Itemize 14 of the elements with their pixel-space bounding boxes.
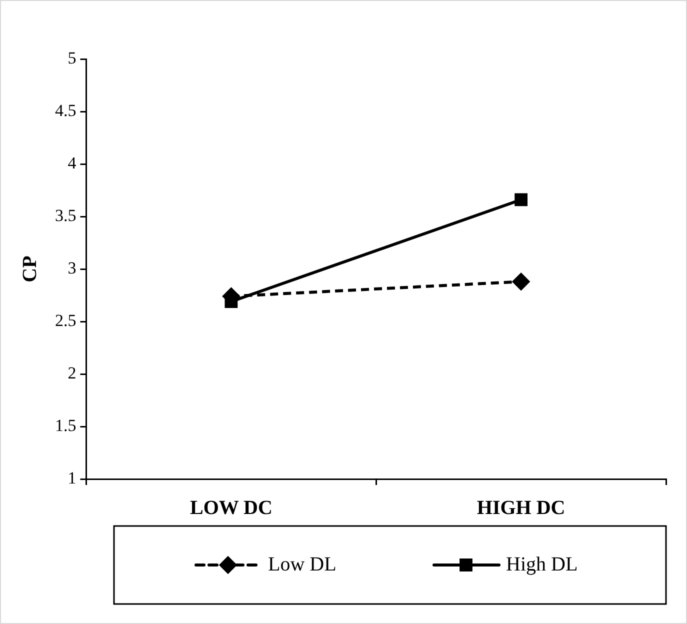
y-tick-label: 4	[68, 153, 77, 172]
y-tick-label: 5	[68, 48, 76, 68]
y-tick-label: 3.5	[55, 206, 76, 225]
legend-label: Low DL	[268, 553, 336, 576]
y-tick-label: 1.5	[55, 416, 76, 435]
y-tick-label: 2	[68, 363, 76, 382]
x-tick-label: LOW DC	[190, 497, 272, 520]
y-tick-label: 3	[68, 258, 76, 278]
legend-label: High DL	[506, 553, 578, 576]
y-tick-label: 4.5	[55, 100, 76, 120]
y-axis-title: CP	[19, 256, 42, 282]
y-tick-label: 2.5	[55, 310, 76, 330]
x-tick-label: HIGH DC	[476, 497, 566, 520]
y-tick-label: 1	[68, 468, 76, 488]
